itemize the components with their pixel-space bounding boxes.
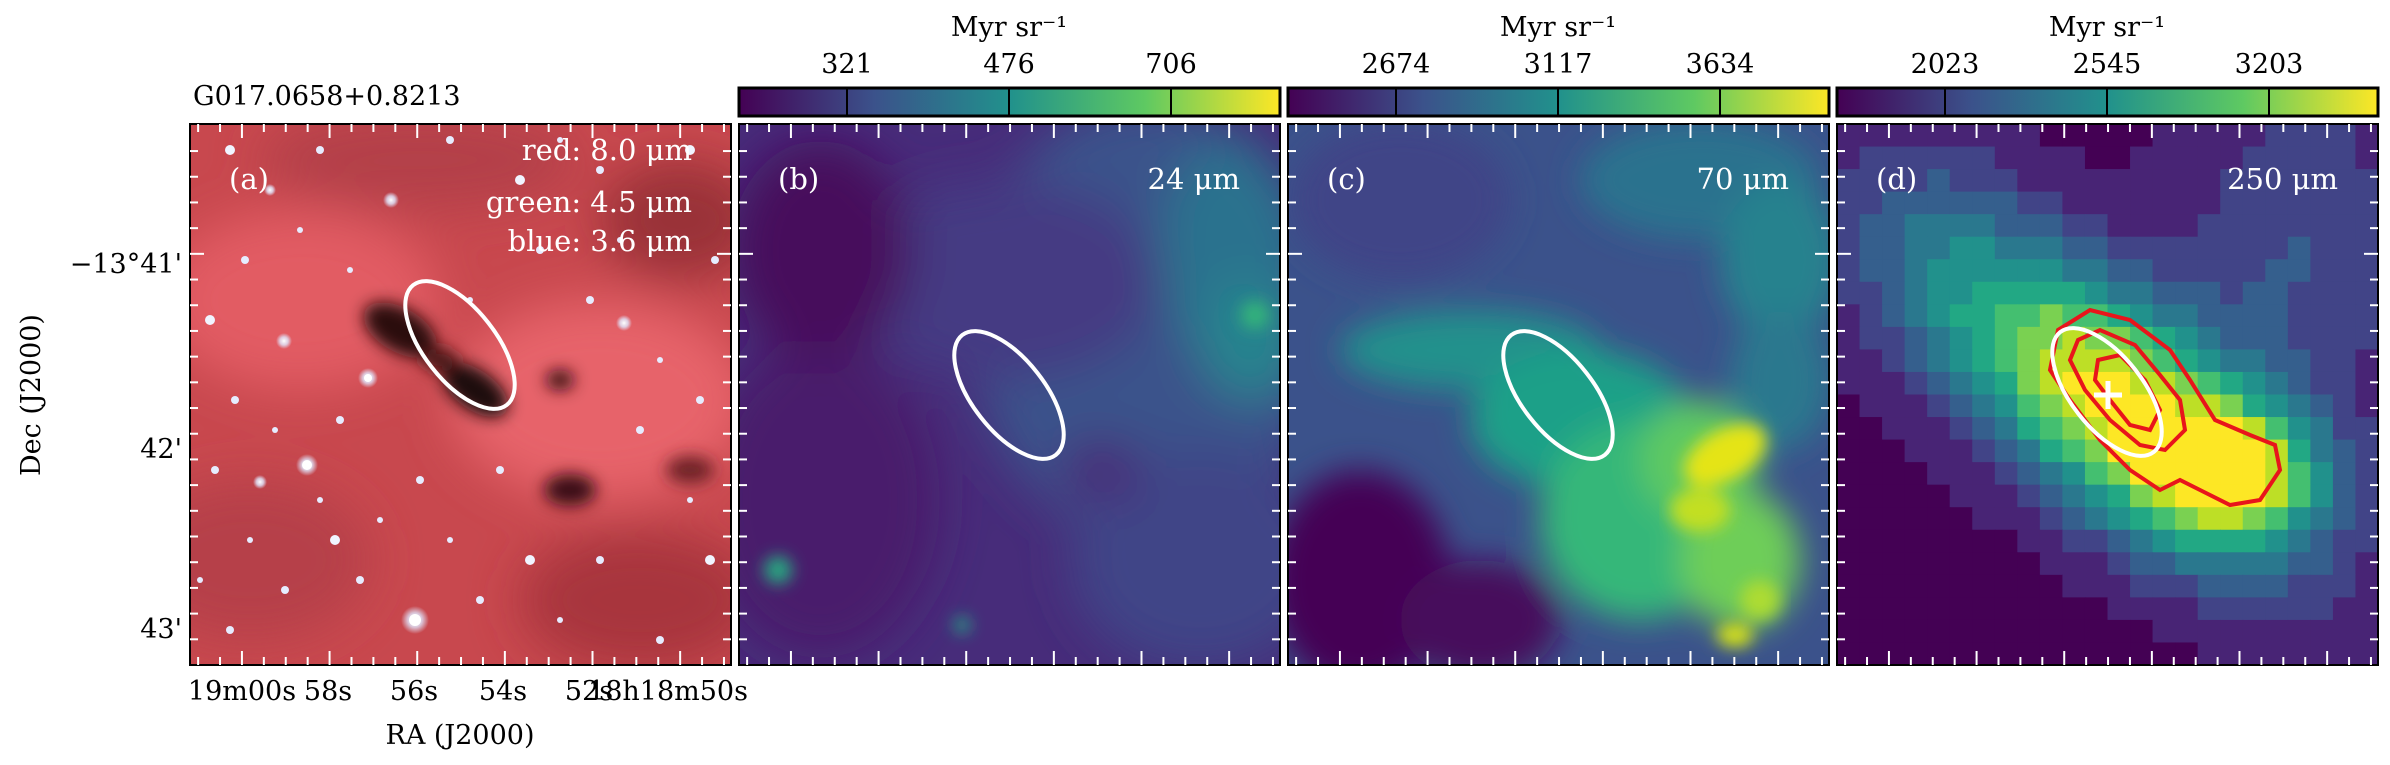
colorbar-tick-label: 3634 [1686, 49, 1755, 80]
source-ellipse [2050, 326, 2164, 458]
ra-tick-label: 19m00s [188, 676, 296, 707]
peak-marker [2094, 381, 2122, 409]
contour-middle [2067, 327, 2188, 453]
colorbar-tick-label: 2023 [1911, 49, 1980, 80]
ra-tick-label: 18h18m50s [588, 676, 748, 707]
panel-label-a: (a) [229, 162, 269, 196]
ra-tick-label: 54s [479, 676, 527, 707]
legend-green: green: 4.5 μm [486, 185, 692, 219]
source-name: G017.0658+0.8213 [193, 81, 461, 112]
panel-d: (d) 250 μm [1836, 123, 2379, 666]
source-ellipse [1501, 329, 1615, 461]
star-field [197, 136, 719, 644]
source-ellipse [952, 329, 1066, 461]
legend-red: red: 8.0 μm [522, 133, 692, 167]
colorbar-tick-label: 2545 [2073, 49, 2142, 80]
colorbar-c: Myr sr⁻¹ 2674 3117 3634 [1286, 12, 1831, 118]
legend-blue: blue: 3.6 μm [508, 224, 692, 258]
ra-tick-label: 56s [390, 676, 438, 707]
x-axis-title: RA (J2000) [385, 720, 534, 751]
panel-ticks [190, 124, 2378, 665]
panel-c: (c) 70 μm [1287, 123, 1830, 666]
colorbar-d: Myr sr⁻¹ 2023 2545 3203 [1835, 12, 2380, 118]
band-label-b: 24 μm [1148, 162, 1240, 196]
band-label-d: 250 μm [2227, 162, 2338, 196]
colorbar-tick-label: 321 [821, 49, 873, 80]
colorbar-tick-label: 706 [1145, 49, 1197, 80]
contour-outer [2047, 307, 2283, 508]
dec-tick-label: 42' [140, 434, 182, 465]
y-axis-title: Dec (J2000) [16, 314, 47, 476]
colorbar-b: Myr sr⁻¹ 321 476 706 [737, 12, 1282, 118]
colorbar-tick-label: 3203 [2235, 49, 2304, 80]
panel-b: (b) 24 μm [738, 123, 1281, 666]
panel-label-d: (d) [1876, 162, 1917, 196]
ra-tick-label: 52s [565, 676, 613, 707]
source-ellipse [403, 279, 517, 411]
dec-tick-label: 43' [140, 614, 182, 645]
band-label-c: 70 μm [1697, 162, 1789, 196]
colorbar-unit-d: Myr sr⁻¹ [2049, 12, 2165, 43]
colorbar-unit-b: Myr sr⁻¹ [951, 12, 1067, 43]
ra-tick-label: 58s [304, 676, 352, 707]
panel-label-b: (b) [778, 162, 819, 196]
colorbar-tick-label: 476 [983, 49, 1035, 80]
colorbar-tick-label: 2674 [1362, 49, 1431, 80]
panel-a: (a) red: 8.0 μm green: 4.5 μm blue: 3.6 … [189, 123, 732, 666]
colorbar-unit-c: Myr sr⁻¹ [1500, 12, 1616, 43]
colorbar-tick-label: 3117 [1524, 49, 1593, 80]
panel-label-c: (c) [1327, 162, 1366, 196]
dec-tick-label: −13°41' [70, 249, 182, 280]
